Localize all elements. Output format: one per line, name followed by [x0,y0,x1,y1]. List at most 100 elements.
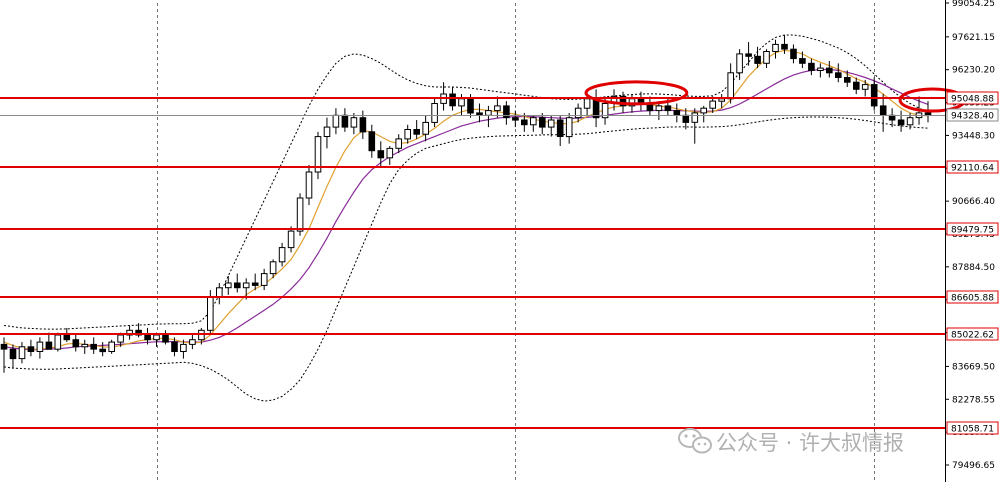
candle-body-up [287,230,295,249]
candle [386,146,394,165]
candle [745,42,752,66]
candle [341,108,349,132]
candle [709,96,717,113]
axis-tick-label: 96230.20 [952,66,995,76]
candle-body-down [924,112,932,116]
candle [350,112,358,135]
candle [171,337,178,357]
candle [808,58,815,76]
candle [305,164,313,206]
candle [54,332,62,352]
axis-tick-label: 90666.40 [952,197,995,207]
candle-body-up [601,103,609,119]
candle-body-down [592,98,600,119]
band-upper-line [3,34,929,330]
level-label-box [946,421,999,435]
candle-body-up [386,147,394,159]
candle [637,91,645,111]
candle [440,82,447,111]
candle [844,70,851,87]
candle-body-up [565,117,573,138]
candle [225,275,232,295]
level-label: 89479.75 [951,226,994,236]
candle [799,51,806,69]
candle [162,330,169,345]
candle-body-down [0,343,8,350]
axis-tick-label: 97621.15 [952,33,995,43]
candle [476,103,483,123]
candle [395,134,402,154]
candle-body-up [153,334,160,341]
candle-body-up [117,334,124,343]
candle-body-up [305,171,313,199]
candle [790,44,797,64]
ma-slow-line [3,68,929,351]
candle-body-up [736,53,743,74]
bollinger-bands [3,34,929,402]
candle-body-down [682,114,690,123]
candle [413,120,420,139]
watermark: 公众号 · 许大叔情报 [678,428,904,455]
candle-body-down [870,84,878,107]
candle-body-up [225,282,232,289]
candle-body-up [763,51,770,64]
candle-body-down [45,341,53,350]
candle [36,337,44,359]
candle-body-down [539,117,546,128]
candle-body-down [754,55,761,64]
candle [763,49,770,69]
candle-body-down [799,58,806,64]
candle [431,98,438,128]
candle-body-down [171,341,178,353]
candle [512,110,519,128]
candle [234,273,241,293]
candle [260,268,268,291]
candle [18,342,26,364]
candle [0,337,8,373]
candle-body-down [512,117,519,121]
level-label: 85022.62 [951,331,994,341]
candle-body-up [422,121,429,135]
candle [700,105,708,123]
candle-body-up [700,107,708,114]
candle-body-up [296,197,304,232]
candle [126,325,133,340]
candle-body-up [709,100,717,109]
level-label-box [946,160,999,174]
candle-body-down [476,112,483,116]
candle [72,334,80,352]
axis-tick-label: 79496.65 [952,461,995,471]
candle-body-down [888,114,896,121]
candle-body-down [162,334,169,343]
candle [691,108,699,144]
candle [646,96,654,116]
candle [269,259,277,279]
price-axis: 99054.2597621.1596230.2094839.2593448.30… [945,0,999,482]
candle [547,115,555,137]
candle [90,337,98,354]
level-label-box [946,91,999,105]
candle-body-down [90,343,98,350]
candle-body-up [323,126,331,137]
candle-body-up [485,110,492,116]
candle-body-up [458,98,465,107]
candle-body-up [108,341,116,353]
candle-body-up [54,334,62,350]
candle [521,112,528,132]
candle [9,344,17,369]
candle-body-down [781,43,788,50]
axis-tick-label: 87884.50 [952,263,995,273]
candle-body-down [673,110,681,116]
candle [216,283,223,305]
candle [835,63,842,83]
candle-body-up [207,296,214,331]
candle [826,60,833,78]
candle-body-down [835,72,842,79]
candle-body-down [27,346,35,352]
candle [853,77,860,95]
candle-body-up [18,346,26,360]
axis-tick-label: 82278.55 [952,395,995,405]
level-label: 81058.71 [951,425,994,435]
candles [0,34,932,373]
